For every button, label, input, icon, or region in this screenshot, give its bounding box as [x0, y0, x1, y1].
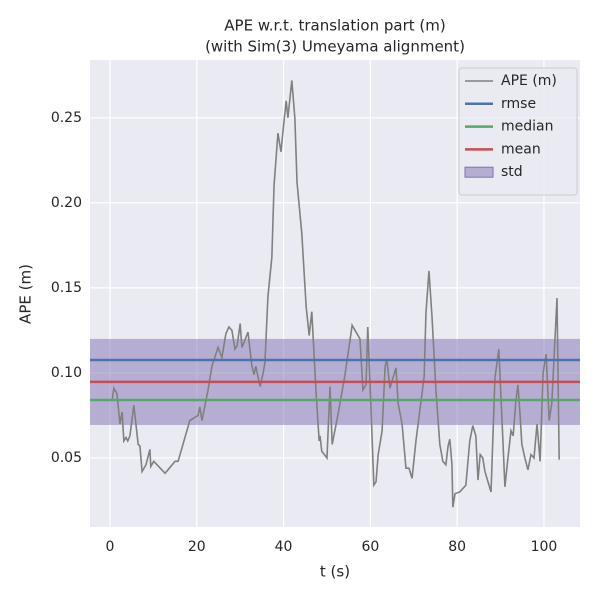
legend-label: std: [501, 164, 523, 180]
legend-swatch: [464, 166, 494, 178]
y-tick-label: 0.25: [51, 110, 82, 126]
chart-subtitle: (with Sim(3) Umeyama alignment): [205, 38, 465, 56]
y-tick-label: 0.20: [51, 195, 82, 211]
x-tick-label: 80: [448, 539, 466, 555]
x-axis-label: t (s): [320, 563, 350, 581]
y-tick-label: 0.10: [51, 365, 82, 381]
y-tick-label: 0.15: [51, 280, 82, 296]
legend-label: mean: [501, 141, 541, 157]
x-tick-label: 100: [531, 539, 558, 555]
ape-line: [111, 80, 560, 508]
legend-label: median: [501, 119, 553, 135]
y-tick-label: 0.05: [51, 450, 82, 466]
y-axis-label: APE (m): [17, 264, 35, 324]
x-tick-label: 40: [275, 539, 293, 555]
x-tick-label: 20: [188, 539, 206, 555]
chart-title: APE w.r.t. translation part (m): [224, 17, 445, 35]
legend-label: APE (m): [501, 73, 557, 89]
legend-box: [458, 67, 578, 196]
legend-label: rmse: [501, 96, 536, 112]
x-tick-label: 0: [106, 539, 115, 555]
x-tick-label: 60: [361, 539, 379, 555]
